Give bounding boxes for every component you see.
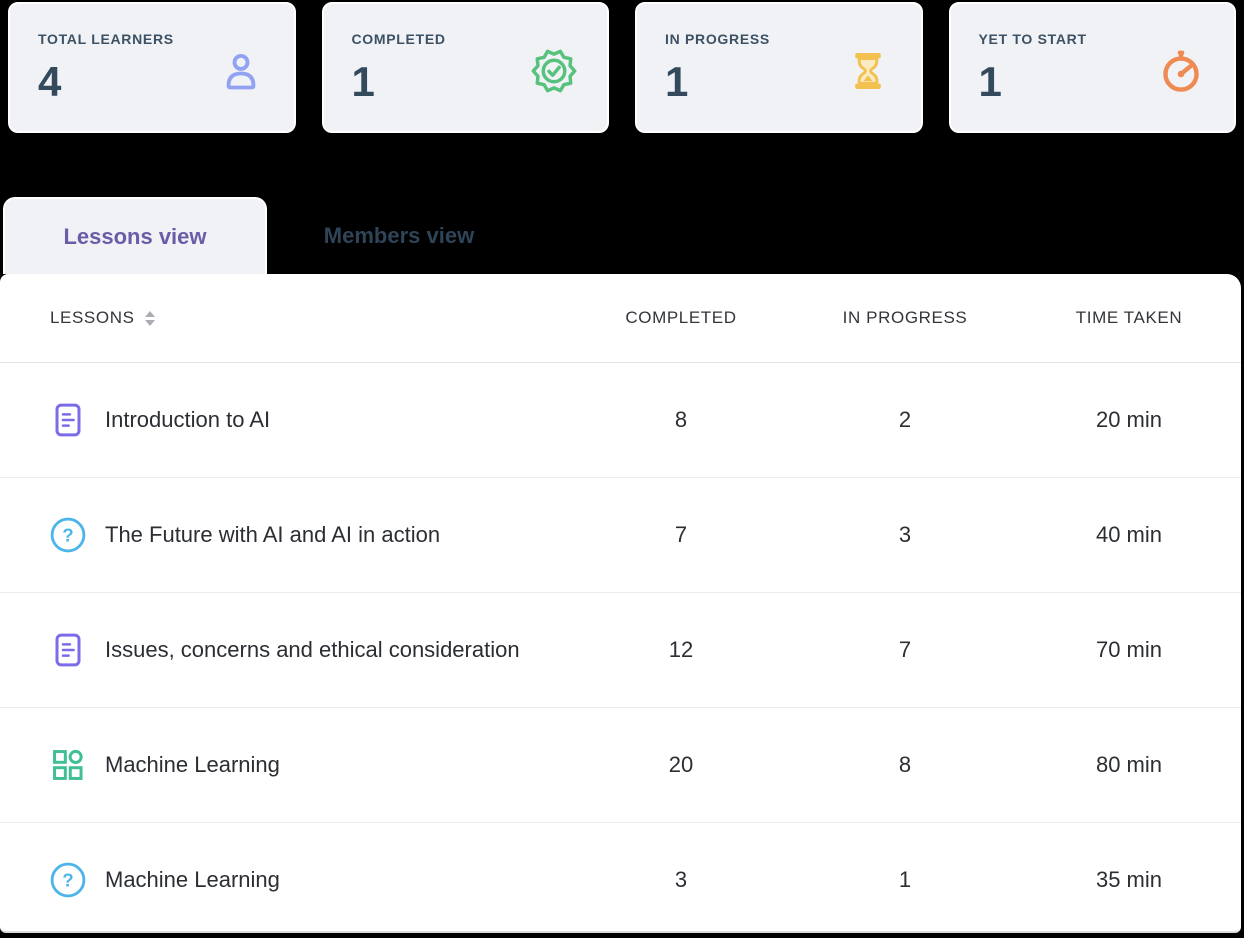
time-taken-cell: 40 min: [1095, 522, 1163, 547]
time-taken-cell: 70 min: [1095, 637, 1163, 662]
time-taken-cell: 35 min: [1095, 867, 1163, 892]
document-icon: [50, 632, 86, 668]
table-body: Introduction to AI 8 2 20 min ? The Future …: [0, 363, 1241, 931]
table-row: Introduction to AI 8 2 20 min: [0, 363, 1241, 478]
tab-label: Members view: [323, 222, 475, 248]
column-header-time-taken: TIME TAKEN: [1075, 308, 1183, 327]
table-header-row: LESSONS COMPLETED IN PROGRESS TIME TAKEN: [0, 274, 1241, 363]
lesson-cell: ? The Future with AI and AI in action: [50, 517, 569, 553]
column-header-completed: COMPLETED: [625, 308, 737, 327]
time-taken-cell: 20 min: [1095, 407, 1163, 432]
stat-value: 1: [665, 58, 689, 105]
table-row: ? The Future with AI and AI in action 7 3 4…: [0, 478, 1241, 593]
table-row: Issues, concerns and ethical considerati…: [0, 593, 1241, 708]
stat-value: 4: [38, 58, 62, 105]
tab-label: Lessons view: [63, 223, 207, 249]
stat-label: COMPLETED: [351, 31, 446, 47]
tab-members-view[interactable]: Members view: [267, 197, 531, 274]
user-icon: [218, 48, 264, 94]
completed-cell: 12: [668, 637, 694, 662]
stats-row: TOTAL LEARNERS 4 COMPLETED 1 IN PROGRESS…: [8, 2, 1236, 133]
lessons-table-panel: LESSONS COMPLETED IN PROGRESS TIME TAKEN…: [0, 274, 1241, 933]
in-progress-cell: 3: [898, 522, 912, 547]
completed-cell: 20: [668, 752, 694, 777]
lesson-title: Machine Learning: [105, 752, 280, 777]
lesson-cell: Issues, concerns and ethical considerati…: [50, 632, 569, 668]
stat-label: TOTAL LEARNERS: [38, 31, 174, 47]
lesson-title: Issues, concerns and ethical considerati…: [105, 637, 520, 662]
question-circle-icon: ?: [50, 517, 86, 553]
view-tabs: Lessons view Members view: [0, 197, 1244, 274]
sort-icon[interactable]: [144, 310, 155, 326]
column-header-lessons: LESSONS: [50, 308, 569, 328]
grid-icon: [50, 747, 86, 783]
stat-card-total-learners: TOTAL LEARNERS 4: [8, 2, 296, 133]
lesson-cell: Introduction to AI: [50, 402, 569, 438]
tab-lessons-view[interactable]: Lessons view: [3, 197, 267, 274]
completed-cell: 7: [674, 522, 688, 547]
table-row: ? Machine Learning 3 1 35 min: [0, 823, 1241, 931]
stat-card-yet-to-start: YET TO START 1: [948, 2, 1236, 133]
column-header-label: LESSONS: [50, 308, 135, 327]
svg-text:?: ?: [62, 524, 73, 545]
document-icon: [50, 402, 86, 438]
stat-label: YET TO START: [978, 31, 1087, 47]
in-progress-cell: 1: [898, 867, 912, 892]
table-row: Machine Learning 20 8 80 min: [0, 708, 1241, 823]
in-progress-cell: 8: [898, 752, 912, 777]
time-taken-cell: 80 min: [1095, 752, 1163, 777]
stat-value: 1: [978, 58, 1002, 105]
badge-check-icon: [531, 48, 577, 94]
lesson-title: Introduction to AI: [105, 407, 271, 432]
svg-text:?: ?: [62, 869, 73, 890]
stat-label: IN PROGRESS: [665, 31, 770, 47]
in-progress-cell: 2: [898, 407, 912, 432]
lesson-cell: ? Machine Learning: [50, 862, 569, 898]
lesson-title: Machine Learning: [105, 867, 280, 892]
completed-cell: 8: [674, 407, 688, 432]
hourglass-icon: [845, 48, 891, 94]
column-header-in-progress: IN PROGRESS: [842, 308, 968, 327]
stat-card-completed: COMPLETED 1: [321, 2, 609, 133]
lesson-cell: Machine Learning: [50, 747, 569, 783]
completed-cell: 3: [674, 867, 688, 892]
lesson-title: The Future with AI and AI in action: [105, 522, 441, 547]
stat-value: 1: [351, 58, 375, 105]
question-circle-icon: ?: [50, 862, 86, 898]
stat-card-in-progress: IN PROGRESS 1: [635, 2, 923, 133]
in-progress-cell: 7: [898, 637, 912, 662]
stopwatch-icon: [1158, 48, 1204, 94]
